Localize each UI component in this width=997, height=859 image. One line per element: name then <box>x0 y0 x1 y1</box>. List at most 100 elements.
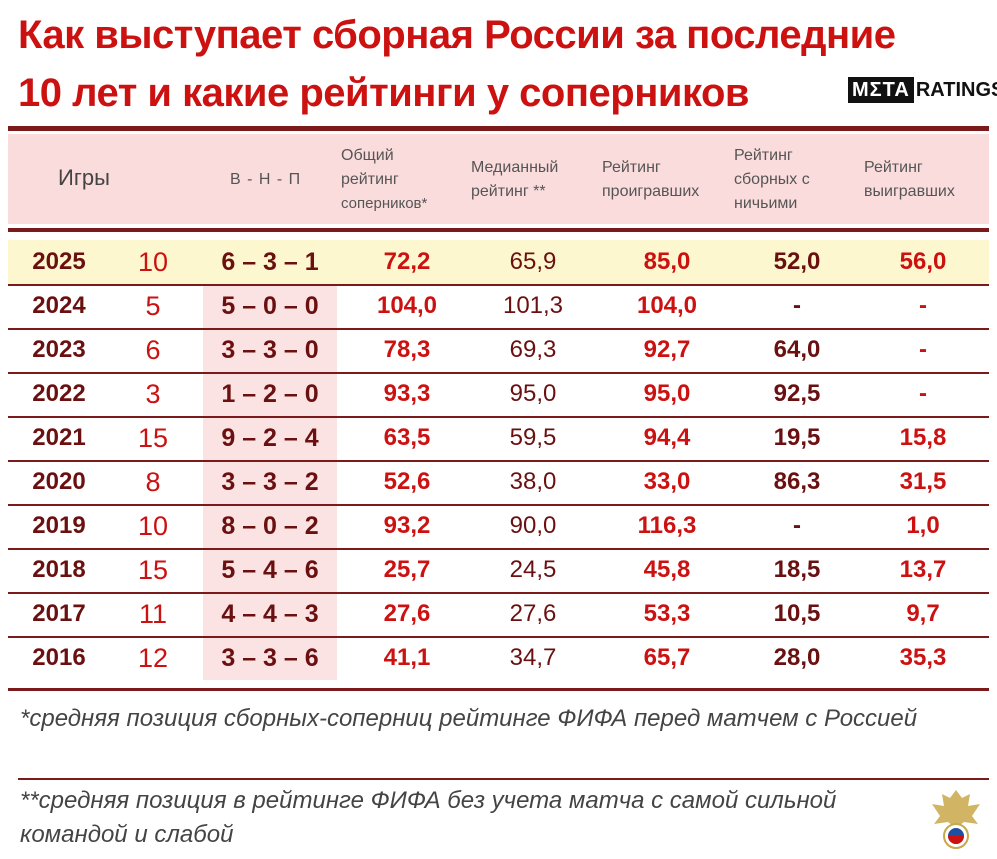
wnl-cell: 8 – 0 – 2 <box>221 512 319 540</box>
col-median-header-line: рейтинг ** <box>471 183 546 200</box>
total-rating-cell: 27,6 <box>383 600 431 627</box>
median-rating-cell: 59,5 <box>509 424 557 451</box>
wnl-cell: 3 – 3 – 2 <box>221 468 319 496</box>
lost-rating-cell: 33,0 <box>643 468 691 495</box>
wnl-cell: 5 – 4 – 6 <box>221 556 319 584</box>
lost-rating-cell: 94,4 <box>643 424 691 451</box>
wnl-cell: 6 – 3 – 1 <box>221 248 319 276</box>
games-cell: 15 <box>137 423 169 453</box>
col-draw-header-line: сборных с <box>734 171 810 188</box>
divider <box>8 688 989 691</box>
median-rating-cell: 38,0 <box>509 468 557 495</box>
lost-rating-cell: 104,0 <box>636 292 698 319</box>
col-median-header-line: Медианный <box>471 159 559 176</box>
col-total-header-line: соперников* <box>341 195 428 212</box>
won-rating-cell: 15,8 <box>899 424 947 451</box>
median-rating-cell: 101,3 <box>502 292 564 319</box>
wnl-cell: 5 – 0 – 0 <box>221 292 319 320</box>
footnote-1: *средняя позиция сборных-соперниц рейтин… <box>20 705 918 732</box>
divider <box>8 126 989 131</box>
table-row: 2017 11 4 – 4 – 3 27,6 27,6 53,3 10,5 9,… <box>8 592 989 638</box>
lost-rating-cell: 85,0 <box>643 248 691 275</box>
draw-rating-cell: 10,5 <box>773 600 821 627</box>
col-wnl-header: В - Н - П <box>230 171 302 188</box>
logo-meta: MΣTA <box>848 77 914 103</box>
won-rating-cell: - <box>919 292 927 319</box>
games-cell: 8 <box>145 467 161 497</box>
table-row: 2023 6 3 – 3 – 0 78,3 69,3 92,7 64,0 - <box>8 328 989 374</box>
lost-rating-cell: 53,3 <box>643 600 691 627</box>
col-total-header-line: рейтинг <box>341 171 399 188</box>
draw-rating-cell: - <box>793 512 801 539</box>
total-rating-cell: 93,3 <box>383 380 431 407</box>
col-won-header: Рейтинг выигравших <box>864 156 955 204</box>
lost-rating-cell: 95,0 <box>643 380 691 407</box>
divider <box>8 228 989 232</box>
title-line-1: Как выступает сборная России за последни… <box>18 13 896 57</box>
footnote-2: **средняя позиция в рейтинге ФИФА без уч… <box>20 787 837 848</box>
year-cell: 2022 <box>32 380 86 407</box>
median-rating-cell: 27,6 <box>509 600 557 627</box>
rfs-emblem-icon <box>932 790 980 849</box>
title-line-2: 10 лет и какие рейтинги у соперников <box>18 71 749 115</box>
games-cell: 10 <box>137 247 169 277</box>
table-row: 2016 12 3 – 3 – 6 41,1 34,7 65,7 28,0 35… <box>8 636 989 680</box>
wnl-cell: 3 – 3 – 6 <box>221 644 319 672</box>
draw-rating-cell: 92,5 <box>773 380 821 407</box>
won-rating-cell: - <box>919 380 927 407</box>
logo-ratings: RATINGS <box>915 78 997 101</box>
year-cell: 2025 <box>32 248 86 275</box>
table-row: 2021 15 9 – 2 – 4 63,5 59,5 94,4 19,5 15… <box>8 416 989 462</box>
lost-rating-cell: 92,7 <box>643 336 691 363</box>
median-rating-cell: 69,3 <box>509 336 557 363</box>
col-draw-header: Рейтинг сборных с ничьими <box>734 144 810 216</box>
games-cell: 5 <box>145 291 161 321</box>
draw-rating-cell: 28,0 <box>773 644 821 671</box>
col-won-header-line: Рейтинг <box>864 159 923 176</box>
draw-rating-cell: - <box>793 292 801 319</box>
year-cell: 2024 <box>32 292 86 319</box>
table-row: 2020 8 3 – 3 – 2 52,6 38,0 33,0 86,3 31,… <box>8 460 989 506</box>
col-lost-header-line: Рейтинг <box>602 159 661 176</box>
table-row: 2019 10 8 – 0 – 2 93,2 90,0 116,3 - 1,0 <box>8 504 989 550</box>
col-draw-header-line: Рейтинг <box>734 147 793 164</box>
metaratings-logo[interactable]: MΣTA RATINGS <box>848 76 997 104</box>
total-rating-cell: 63,5 <box>383 424 431 451</box>
col-total-header-line: Общий <box>341 147 394 164</box>
col-games-header: Игры <box>58 165 110 190</box>
draw-rating-cell: 64,0 <box>773 336 821 363</box>
col-lost-header: Рейтинг проигравших <box>602 156 699 204</box>
games-cell: 12 <box>137 643 169 673</box>
median-rating-cell: 65,9 <box>509 248 557 275</box>
table-row: 2018 15 5 – 4 – 6 25,7 24,5 45,8 18,5 13… <box>8 548 989 594</box>
median-rating-cell: 90,0 <box>509 512 557 539</box>
year-cell: 2018 <box>32 556 86 583</box>
col-total-header: Общий рейтинг соперников* <box>341 144 427 216</box>
page-title: Как выступает сборная России за последни… <box>18 6 896 122</box>
total-rating-cell: 72,2 <box>383 248 431 275</box>
median-rating-cell: 24,5 <box>509 556 557 583</box>
year-cell: 2016 <box>32 644 86 671</box>
table-row: 2025 10 6 – 3 – 1 72,2 65,9 85,0 52,0 56… <box>8 240 989 286</box>
median-rating-cell: 34,7 <box>509 644 557 671</box>
wnl-cell: 9 – 2 – 4 <box>221 424 319 452</box>
total-rating-cell: 104,0 <box>376 292 438 319</box>
draw-rating-cell: 86,3 <box>773 468 821 495</box>
won-rating-cell: 9,7 <box>906 600 940 627</box>
total-rating-cell: 25,7 <box>383 556 431 583</box>
won-rating-cell: 1,0 <box>906 512 940 539</box>
won-rating-cell: 31,5 <box>899 468 947 495</box>
lost-rating-cell: 45,8 <box>643 556 691 583</box>
wnl-cell: 3 – 3 – 0 <box>221 336 319 364</box>
games-cell: 15 <box>137 555 169 585</box>
won-rating-cell: 13,7 <box>899 556 947 583</box>
lost-rating-cell: 65,7 <box>643 644 691 671</box>
draw-rating-cell: 52,0 <box>773 248 821 275</box>
col-lost-header-line: проигравших <box>602 183 700 200</box>
year-cell: 2020 <box>32 468 86 495</box>
games-cell: 10 <box>137 511 169 541</box>
wnl-column-band <box>203 286 337 680</box>
year-cell: 2021 <box>32 424 86 451</box>
lost-rating-cell: 116,3 <box>637 512 697 539</box>
table-header: Игры В - Н - П Общий рейтинг соперников*… <box>8 134 989 224</box>
